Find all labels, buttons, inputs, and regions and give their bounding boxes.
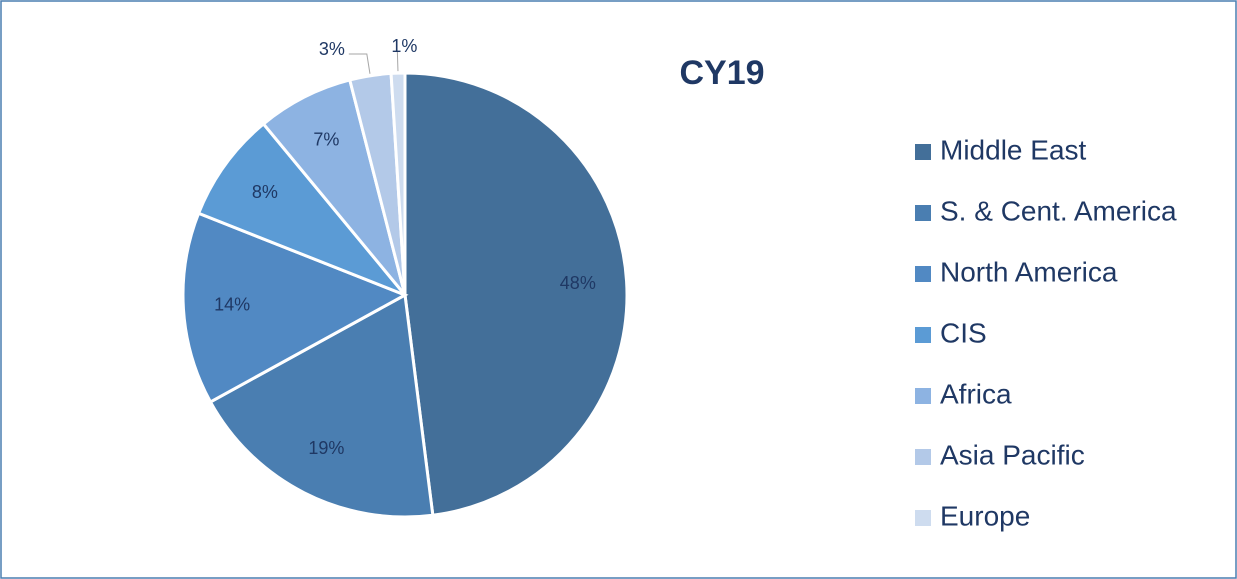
data-label: 14% bbox=[214, 295, 250, 315]
legend-label: Middle East bbox=[940, 134, 1087, 165]
legend-label: CIS bbox=[940, 317, 987, 348]
pie-slice bbox=[196, 121, 407, 297]
data-label: 3% bbox=[319, 39, 345, 59]
data-label: 7% bbox=[313, 129, 339, 149]
legend-swatch bbox=[915, 144, 931, 160]
legend-swatch bbox=[915, 205, 931, 221]
legend-swatch bbox=[915, 388, 931, 404]
chart-title: CY19 bbox=[679, 54, 764, 92]
pie-slice bbox=[208, 292, 435, 519]
legend-swatch bbox=[915, 510, 931, 526]
legend-label: S. & Cent. America bbox=[940, 195, 1177, 226]
data-label: 1% bbox=[391, 36, 417, 56]
legend-label: North America bbox=[940, 256, 1118, 287]
legend-swatch bbox=[915, 449, 931, 465]
legend-label: Asia Pacific bbox=[940, 439, 1085, 470]
data-label: 19% bbox=[308, 438, 344, 458]
data-label: 48% bbox=[560, 273, 596, 293]
leader-line bbox=[348, 53, 371, 74]
data-label: 8% bbox=[252, 182, 278, 202]
pie-slice bbox=[389, 71, 407, 296]
legend-label: Africa bbox=[940, 378, 1012, 409]
legend-swatch bbox=[915, 327, 931, 343]
pie-slice bbox=[181, 211, 409, 404]
legend-label: Europe bbox=[940, 500, 1030, 531]
leader-line bbox=[396, 51, 399, 72]
pie-slice bbox=[403, 71, 629, 517]
legend-swatch bbox=[915, 266, 931, 282]
